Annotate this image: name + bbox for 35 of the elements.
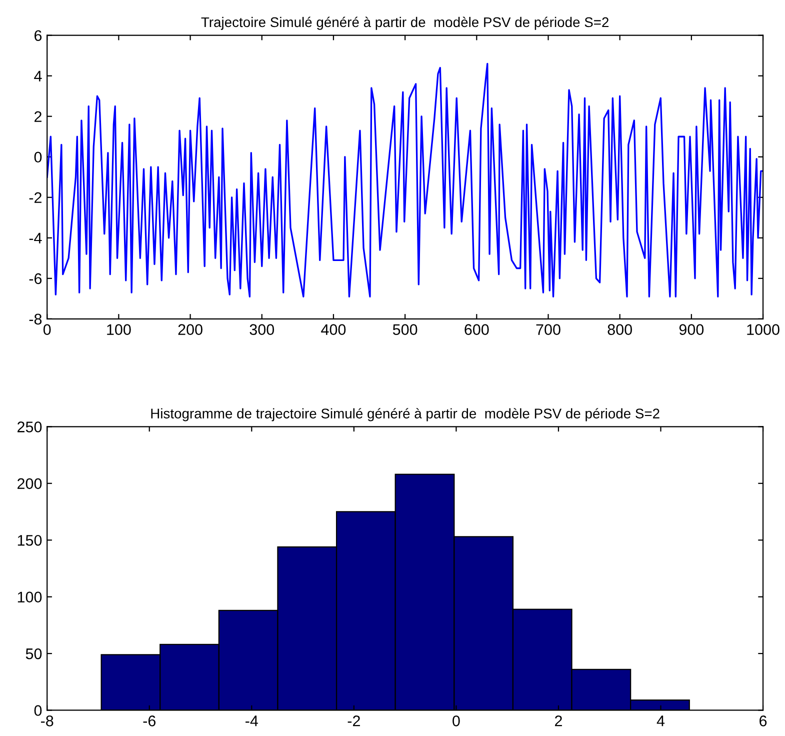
y-tick-label: 2 <box>34 111 42 122</box>
x-tick-label: 1000 <box>747 324 780 335</box>
x-tick-label: 6 <box>760 716 767 726</box>
x-tick-label: 900 <box>679 324 704 335</box>
y-tick-label: 250 <box>18 422 42 432</box>
chart-title: Trajectoire Simulé généré à partir de modèle PSV de période S=2 <box>201 16 609 30</box>
y-tick-label: 4 <box>34 70 42 82</box>
x-tick-label: 100 <box>107 324 131 335</box>
y-tick-label: -8 <box>29 314 42 325</box>
y-tick-label: 50 <box>26 648 42 660</box>
x-tick-label: 4 <box>656 716 665 726</box>
x-tick-label: 0 <box>43 324 51 335</box>
x-tick-label: -6 <box>143 716 156 726</box>
x-tick-label: 800 <box>608 324 632 335</box>
y-tick-label: -4 <box>29 232 42 244</box>
x-tick-label: -4 <box>246 716 258 726</box>
x-tick-label: 600 <box>464 324 489 335</box>
y-tick-label: 200 <box>18 478 42 490</box>
y-tick-label: 100 <box>18 592 42 602</box>
x-tick-label: -2 <box>348 716 360 726</box>
line-series <box>47 62 764 298</box>
y-tick-label: -6 <box>29 273 42 284</box>
y-tick-label: 0 <box>34 152 42 163</box>
x-tick-label: 2 <box>554 716 562 726</box>
chart-title: Histogramme de trajectoire Simulé généré à partir de modèle PSV de période S=2 <box>151 408 660 422</box>
y-tick-label: 150 <box>18 534 42 546</box>
x-tick-label: 500 <box>392 324 418 335</box>
x-tick-label: 300 <box>250 324 274 335</box>
x-tick-label: 700 <box>536 324 560 335</box>
y-tick-label: 6 <box>34 30 42 42</box>
x-tick-label: 200 <box>178 324 202 335</box>
x-tick-label: 0 <box>452 716 460 726</box>
y-tick-label: 0 <box>34 705 42 716</box>
x-tick-label: 400 <box>321 324 346 335</box>
y-tick-label: -2 <box>29 192 42 203</box>
